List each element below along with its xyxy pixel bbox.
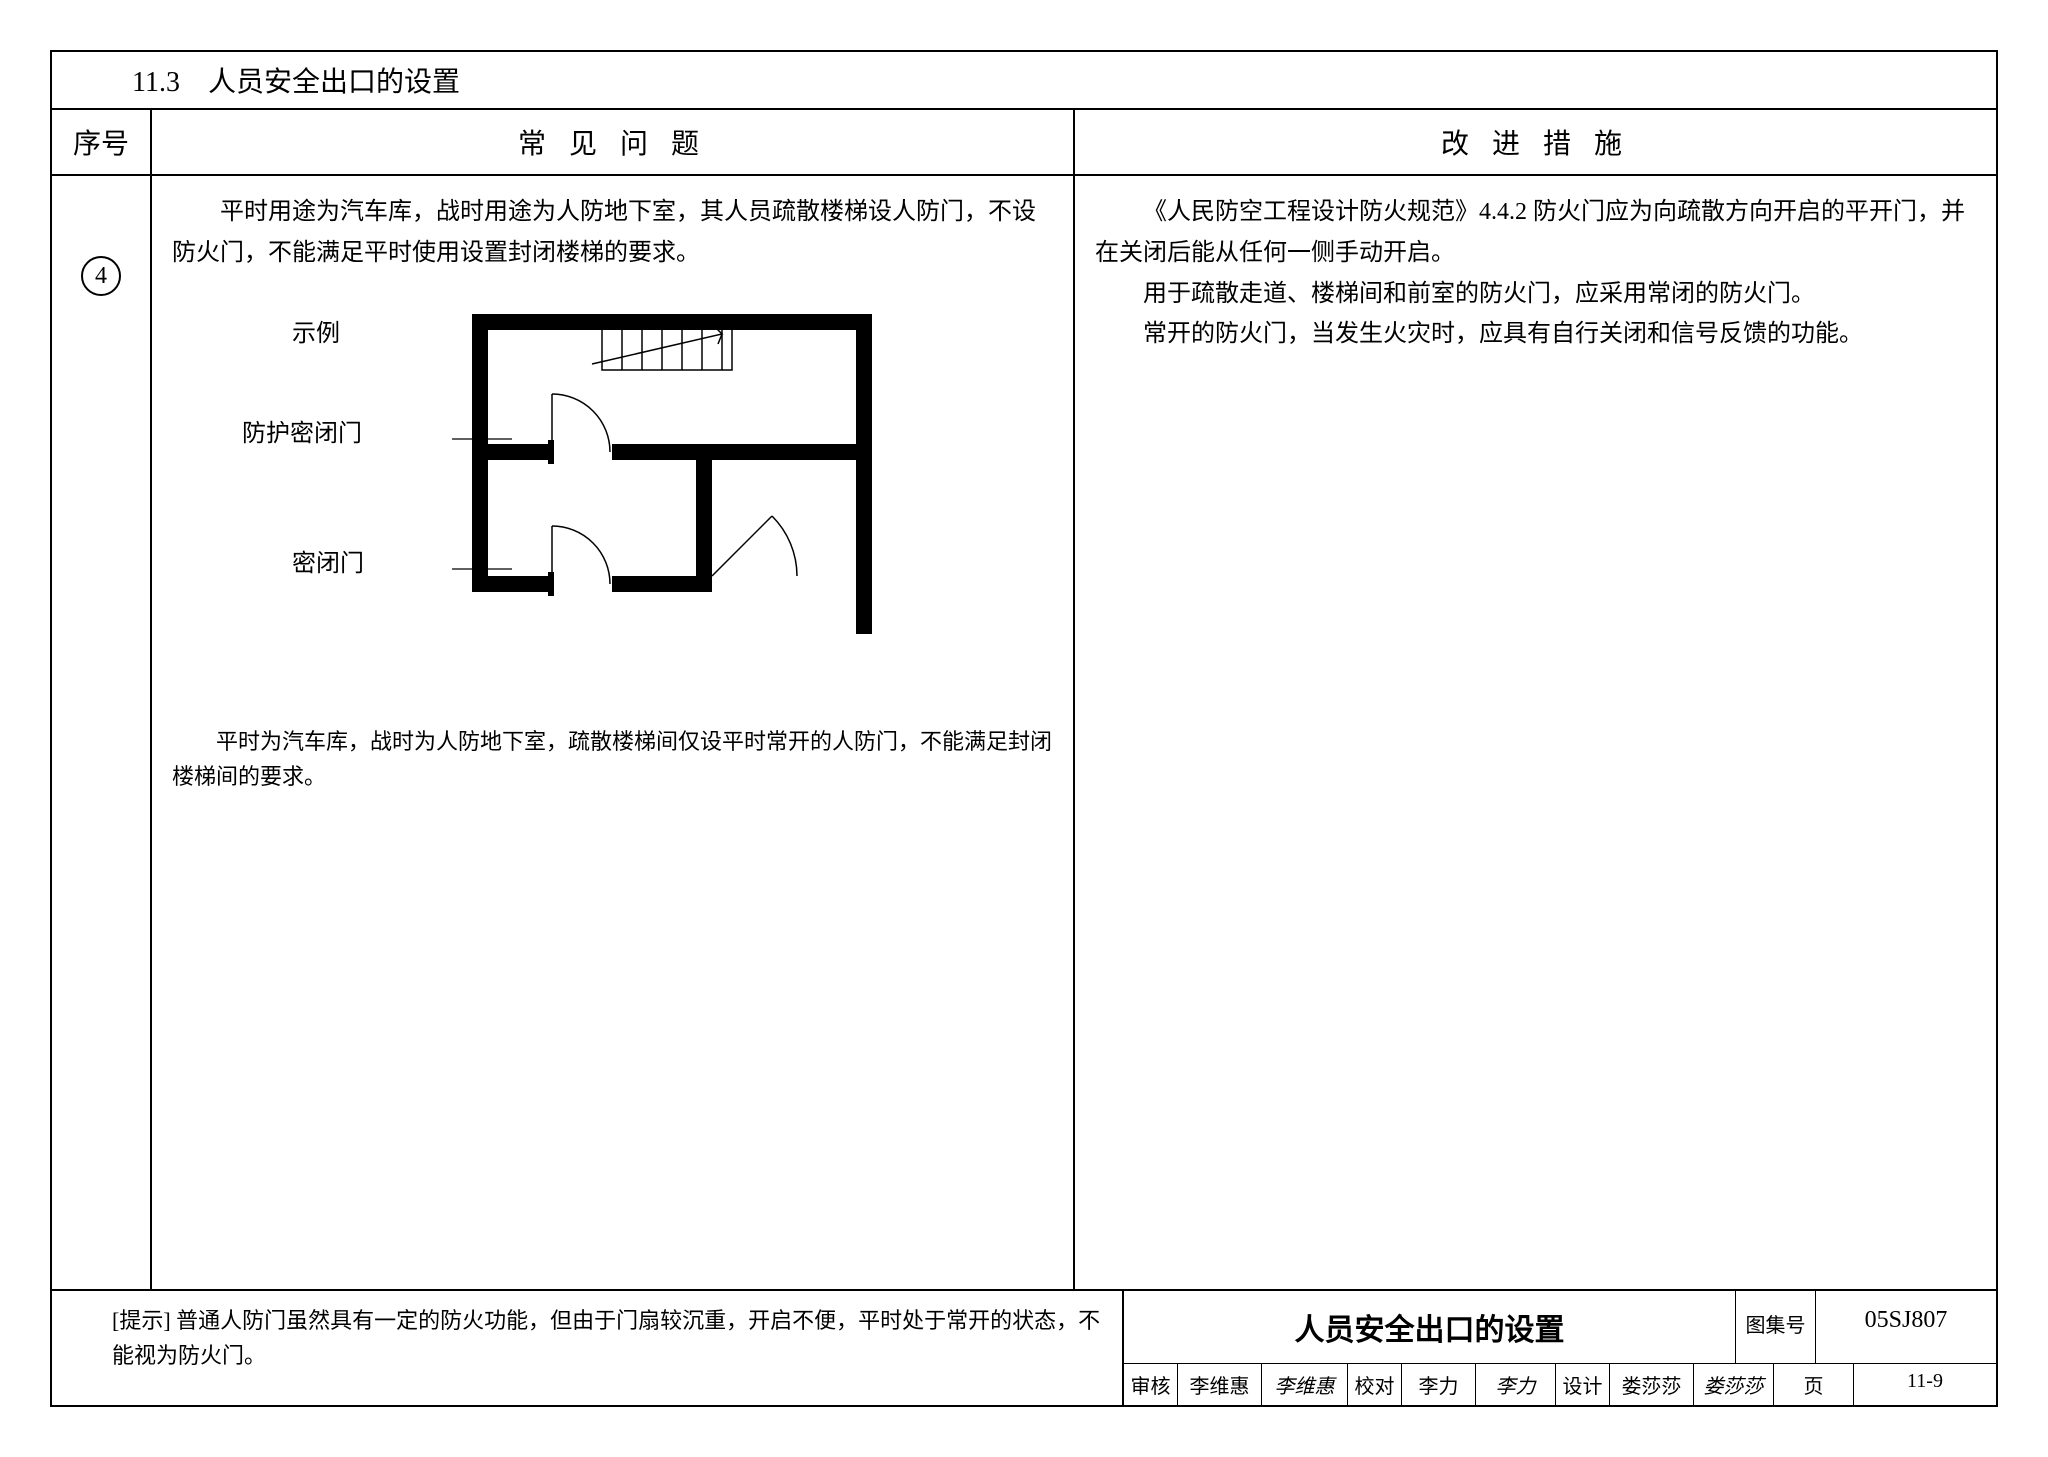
page-frame: 11.3 人员安全出口的设置 序号 常 见 问 题 改 进 措 施 4 平时用途… bbox=[50, 50, 1998, 1407]
section-title: 人员安全出口的设置 bbox=[208, 67, 460, 98]
code-value: 05SJ807 bbox=[1816, 1291, 1996, 1363]
hint-cell: [提示] 普通人防门虽然具有一定的防火功能，但由于门扇较沉重，开启不便，平时处于… bbox=[52, 1291, 1124, 1405]
section-number: 11.3 bbox=[132, 67, 180, 98]
measure-header: 改 进 措 施 bbox=[1075, 110, 1996, 174]
sealed-door-label: 密闭门 bbox=[292, 544, 364, 585]
review-label: 审核 bbox=[1124, 1364, 1178, 1405]
page-label: 页 bbox=[1774, 1364, 1854, 1405]
check-label: 校对 bbox=[1348, 1364, 1402, 1405]
design-label: 设计 bbox=[1556, 1364, 1610, 1405]
check-signature: 李力 bbox=[1476, 1364, 1556, 1405]
diagram-area: 示例 防护密闭门 密闭门 bbox=[172, 304, 1053, 704]
title-block: 人员安全出口的设置 图集号 05SJ807 审核 李维惠 李维惠 校对 李力 李… bbox=[1124, 1291, 1996, 1405]
seq-cell: 4 bbox=[52, 176, 152, 1289]
floorplan-diagram bbox=[452, 304, 892, 664]
measure-cell: 《人民防空工程设计防火规范》4.4.2 防火门应为向疏散方向开启的平开门，并在关… bbox=[1075, 176, 1996, 1289]
title-block-bottom: 审核 李维惠 李维惠 校对 李力 李力 设计 娄莎莎 娄莎莎 页 11-9 bbox=[1124, 1364, 1996, 1405]
review-name: 李维惠 bbox=[1178, 1364, 1262, 1405]
design-signature: 娄莎莎 bbox=[1694, 1364, 1774, 1405]
problem-cell: 平时用途为汽车库，战时用途为人防地下室，其人员疏散楼梯设人防门，不设防火门，不能… bbox=[152, 176, 1075, 1289]
footer-row: [提示] 普通人防门虽然具有一定的防火功能，但由于门扇较沉重，开启不便，平时处于… bbox=[52, 1291, 1996, 1405]
protective-door-label: 防护密闭门 bbox=[242, 414, 362, 455]
content-row: 4 平时用途为汽车库，战时用途为人防地下室，其人员疏散楼梯设人防门，不设防火门，… bbox=[52, 176, 1996, 1291]
seq-number-circle: 4 bbox=[81, 256, 121, 296]
problem-text: 平时用途为汽车库，战时用途为人防地下室，其人员疏散楼梯设人防门，不设防火门，不能… bbox=[172, 192, 1053, 274]
measure-p2: 用于疏散走道、楼梯间和前室的防火门，应采用常闭的防火门。 bbox=[1095, 274, 1976, 315]
title-block-top: 人员安全出口的设置 图集号 05SJ807 bbox=[1124, 1291, 1996, 1364]
diagram-caption: 平时为汽车库，战时为人防地下室，疏散楼梯间仅设平时常开的人防门，不能满足封闭楼梯… bbox=[172, 724, 1053, 794]
measure-p1: 《人民防空工程设计防火规范》4.4.2 防火门应为向疏散方向开启的平开门，并在关… bbox=[1095, 192, 1976, 274]
example-label: 示例 bbox=[292, 314, 340, 355]
hint-text: 普通人防门虽然具有一定的防火功能，但由于门扇较沉重，开启不便，平时处于常开的状态… bbox=[112, 1308, 1100, 1368]
check-name: 李力 bbox=[1402, 1364, 1476, 1405]
section-title-row: 11.3 人员安全出口的设置 bbox=[52, 52, 1996, 110]
problem-header: 常 见 问 题 bbox=[152, 110, 1075, 174]
review-signature: 李维惠 bbox=[1262, 1364, 1348, 1405]
drawing-title: 人员安全出口的设置 bbox=[1124, 1291, 1736, 1363]
page-value: 11-9 bbox=[1854, 1364, 1996, 1405]
design-name: 娄莎莎 bbox=[1610, 1364, 1694, 1405]
seq-header: 序号 bbox=[52, 110, 152, 174]
code-label: 图集号 bbox=[1736, 1291, 1816, 1363]
measure-p3: 常开的防火门，当发生火灾时，应具有自行关闭和信号反馈的功能。 bbox=[1095, 314, 1976, 355]
table-header-row: 序号 常 见 问 题 改 进 措 施 bbox=[52, 110, 1996, 176]
hint-label: [提示] bbox=[112, 1308, 171, 1333]
